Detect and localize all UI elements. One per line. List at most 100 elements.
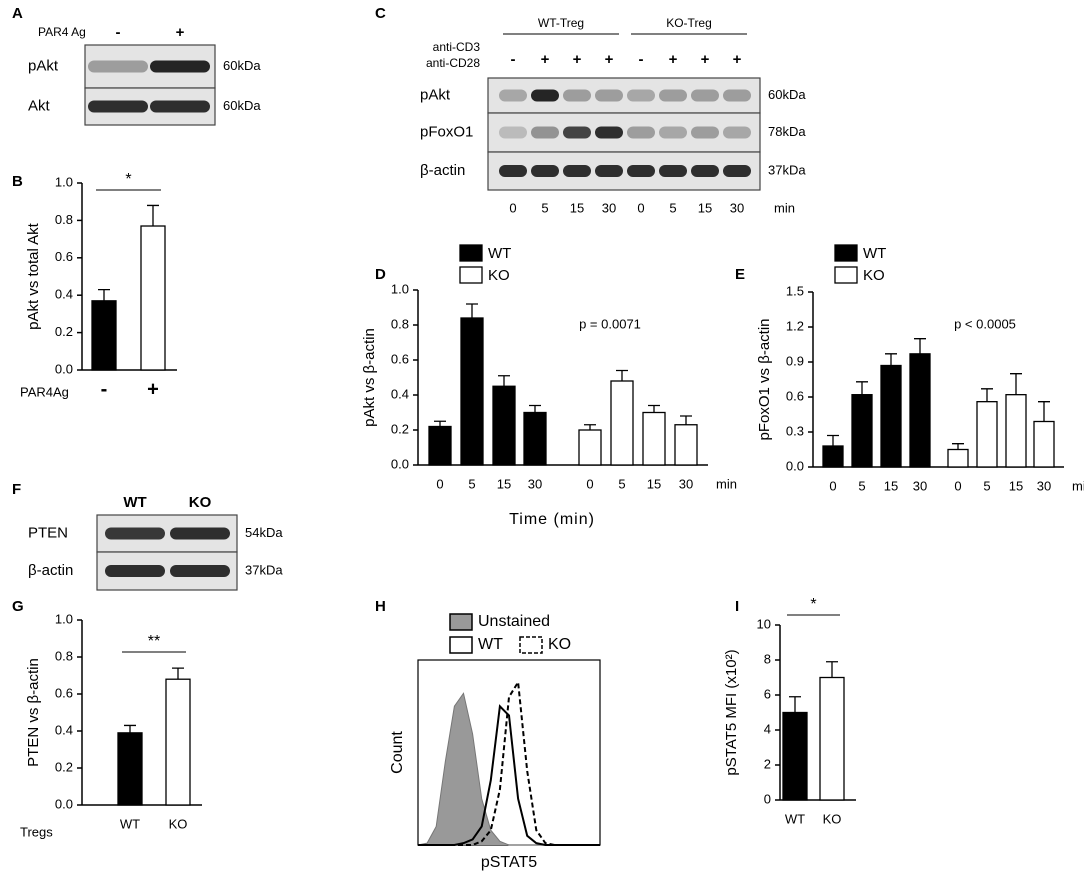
y-tick-label: 0.4 [55,287,73,302]
error-bar [466,303,478,318]
x-tick-label: 15 [1009,478,1023,493]
y-tick-label: 2 [764,756,771,771]
blot-band [170,565,230,577]
y-tick-label: 1.0 [55,611,73,626]
bar [117,732,143,806]
blot-size-label: 54kDa [245,525,283,540]
x-unit: min [1072,478,1084,493]
blot-band [531,89,559,102]
blot-band [627,89,655,102]
y-tick-label: 0.4 [391,386,409,401]
blot-band [105,565,165,577]
y-tick-label: 0.2 [55,324,73,339]
x-tick-label: WT [785,811,805,826]
blot-band [691,126,719,139]
time-label: 5 [669,200,676,215]
y-tick-label: 0 [764,791,771,806]
y-tick-label: 0.6 [786,388,804,403]
error-bar [952,443,964,450]
bar [492,385,516,466]
group-label: KO-Treg [666,16,712,30]
legend-swatch [459,244,483,262]
time-label: 15 [570,200,584,215]
y-tick-label: 0.2 [391,421,409,436]
lane-label: + [605,51,614,68]
y-tick-label: 0.0 [55,796,73,811]
density-curve [418,679,600,846]
blot-size-label: 60kDa [768,87,806,102]
blot-band [170,527,230,540]
panel-label: B [12,173,23,190]
error-bar [981,388,993,402]
blot-size-label: 37kDa [245,562,283,577]
blot-band [627,126,655,139]
blot-band [105,527,165,540]
x-axis-label: Tregs [20,824,53,839]
error-bar [826,661,838,678]
x-tick-label: 5 [468,476,475,491]
error-bar [914,338,926,354]
error-bar [648,404,660,413]
blot-row-label: Akt [28,97,51,114]
y-tick-label: 8 [764,651,771,666]
y-tick-label: 0.3 [786,423,804,438]
y-tick-label: 1.2 [786,318,804,333]
error-bar [1010,373,1022,395]
blot-band [659,165,687,177]
legend-swatch [449,613,473,631]
blot-band [531,165,559,177]
y-tick-label: 1.0 [55,174,73,189]
x-axis-label: PAR4Ag [20,384,69,399]
panel-label: E [735,266,745,283]
y-tick-label: 4 [764,721,771,736]
error-bar [1038,401,1050,422]
lane-label: + [541,51,550,68]
bar [523,411,547,466]
blot-band [531,126,559,139]
legend-swatch [834,244,858,262]
error-bar [584,424,596,430]
error-bar [885,353,897,366]
blot-band [563,89,591,102]
x-axis-label: Time (min) [509,511,595,528]
x-tick-label: - [101,378,108,400]
y-tick-label: 0.8 [55,648,73,663]
lane-label: WT [123,494,146,511]
significance-label: * [810,596,816,613]
bar [674,424,698,466]
error-bar [98,288,110,301]
y-tick-label: 0.6 [55,249,73,264]
y-axis-label: pFoxO1 vs β-actin [756,319,773,441]
time-label: 5 [541,200,548,215]
blot-row-label: pAkt [420,86,451,103]
blot-size-label: 37kDa [768,162,806,177]
panel-label: F [12,481,21,498]
y-tick-label: 1.5 [786,283,804,298]
blot-size-label: 60kDa [223,98,261,113]
x-tick-label: 5 [983,478,990,493]
bar [610,380,634,466]
blot-band [691,89,719,102]
y-tick-label: 0.8 [55,212,73,227]
error-bar [856,381,868,395]
x-tick-label: 15 [497,476,511,491]
lane-label: + [573,51,582,68]
blot-band [595,126,623,139]
y-tick-label: 0.0 [391,456,409,471]
x-tick-label: 30 [913,478,927,493]
lane-label: - [116,24,121,41]
panel-label: I [735,598,739,615]
blot-band [88,60,148,73]
blot-band [723,89,751,102]
y-axis-label: pSTAT5 MFI (x10²) [723,649,740,775]
x-tick-label: 0 [954,478,961,493]
x-tick-label: 5 [618,476,625,491]
bar [1005,394,1027,468]
legend-label: Unstained [478,613,550,630]
y-tick-label: 0.0 [786,458,804,473]
bar [428,425,452,466]
y-tick-label: 0.9 [786,353,804,368]
x-tick-label: 15 [884,478,898,493]
bar [1033,420,1055,468]
x-tick-label: 0 [436,476,443,491]
